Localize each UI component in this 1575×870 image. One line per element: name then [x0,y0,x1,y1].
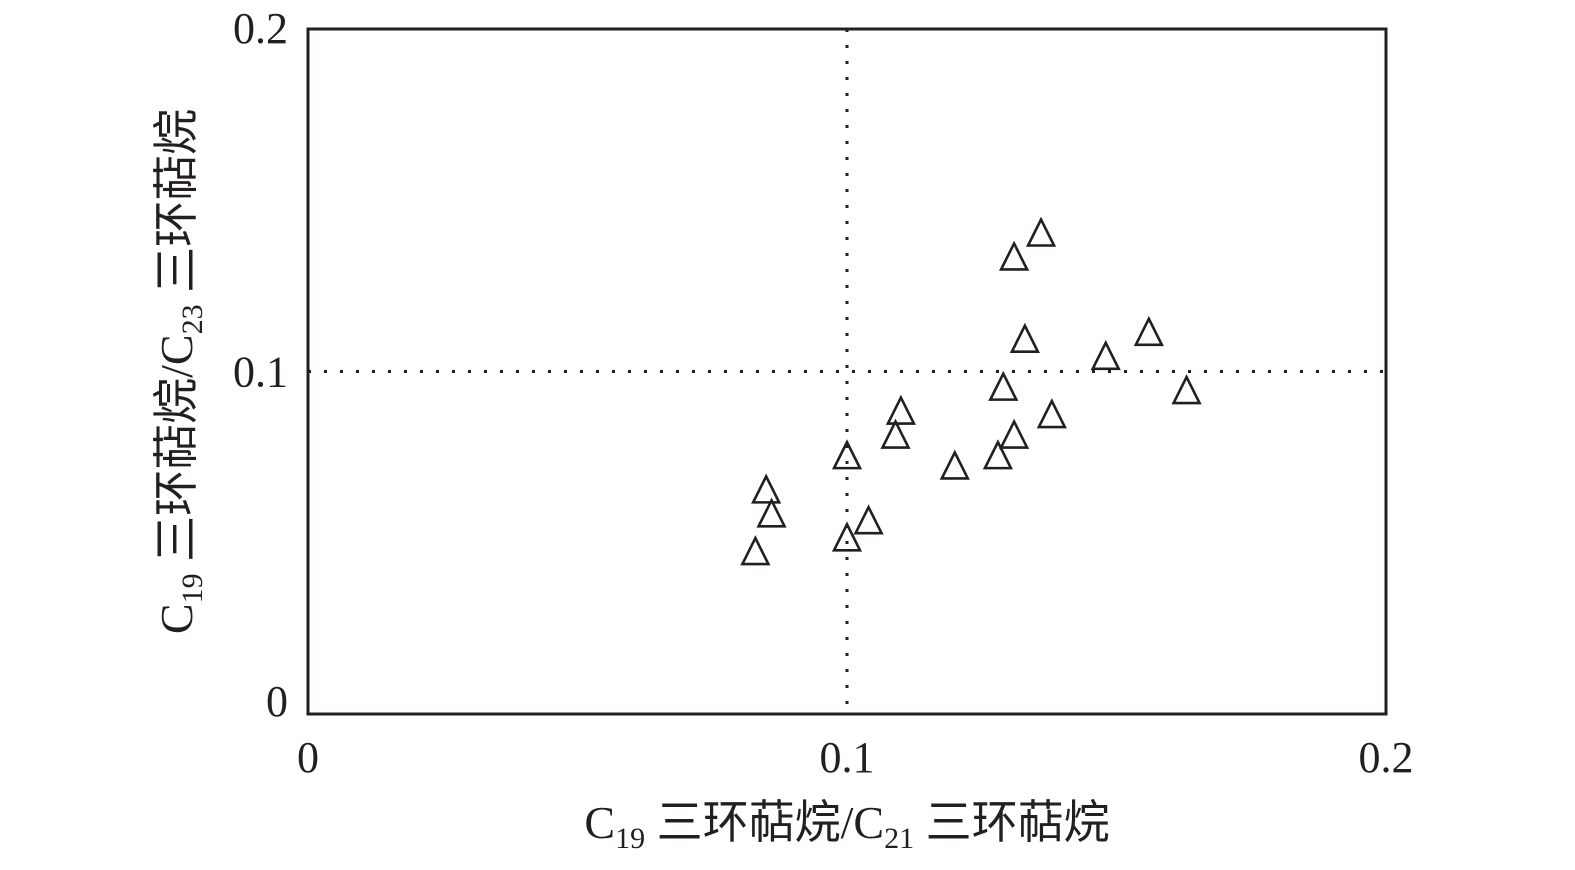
y-tick-label: 0.2 [233,4,288,53]
data-point [939,449,970,480]
data-point [988,370,1019,401]
data-point [885,394,917,425]
data-points [740,216,1202,566]
data-point [831,439,863,470]
data-point [1025,216,1057,247]
x-tick-label: 0 [297,733,319,782]
x-axis-title-sub2: 21 [884,822,914,855]
data-point [1090,339,1121,371]
data-point [880,418,911,449]
y-axis-title: C19 三环萜烷/C23 三环萜烷 [151,109,209,634]
y-axis-title-mid: 三环萜烷/C [151,334,202,573]
x-tick-label: 0.1 [820,733,875,782]
plot-frame [306,27,1388,716]
x-tick-labels: 0 0.1 0.2 [297,733,1414,782]
data-point [982,439,1014,470]
x-axis-title-mid: 三环萜烷/C [645,797,884,848]
y-tick-label: 0 [266,677,288,726]
y-tick-labels: 0 0.1 0.2 [233,4,288,726]
data-point [998,240,1030,271]
data-point [1171,374,1202,405]
data-point [998,418,1030,449]
y-tick-label: 0.1 [233,348,288,397]
x-axis-title-suffix: 三环萜烷 [914,797,1110,848]
x-axis-title: C19 三环萜烷/C21 三环萜烷 [584,797,1109,855]
y-axis-title-prefix: C [151,603,202,634]
data-point [740,535,771,566]
x-tick-label: 0.2 [1359,733,1414,782]
x-axis-title-prefix: C [584,797,615,848]
data-point [1133,315,1164,347]
reference-lines [308,29,1386,714]
data-point [1036,398,1067,429]
data-point [756,497,787,528]
data-point [831,521,863,552]
x-axis-title-sub1: 19 [615,822,645,855]
data-point [1009,322,1040,353]
data-point [751,473,782,504]
data-point [853,504,884,535]
y-axis-title-suffix: 三环萜烷 [151,109,202,305]
y-axis-title-sub2: 23 [176,304,209,334]
y-axis-title-sub1: 19 [176,573,209,603]
